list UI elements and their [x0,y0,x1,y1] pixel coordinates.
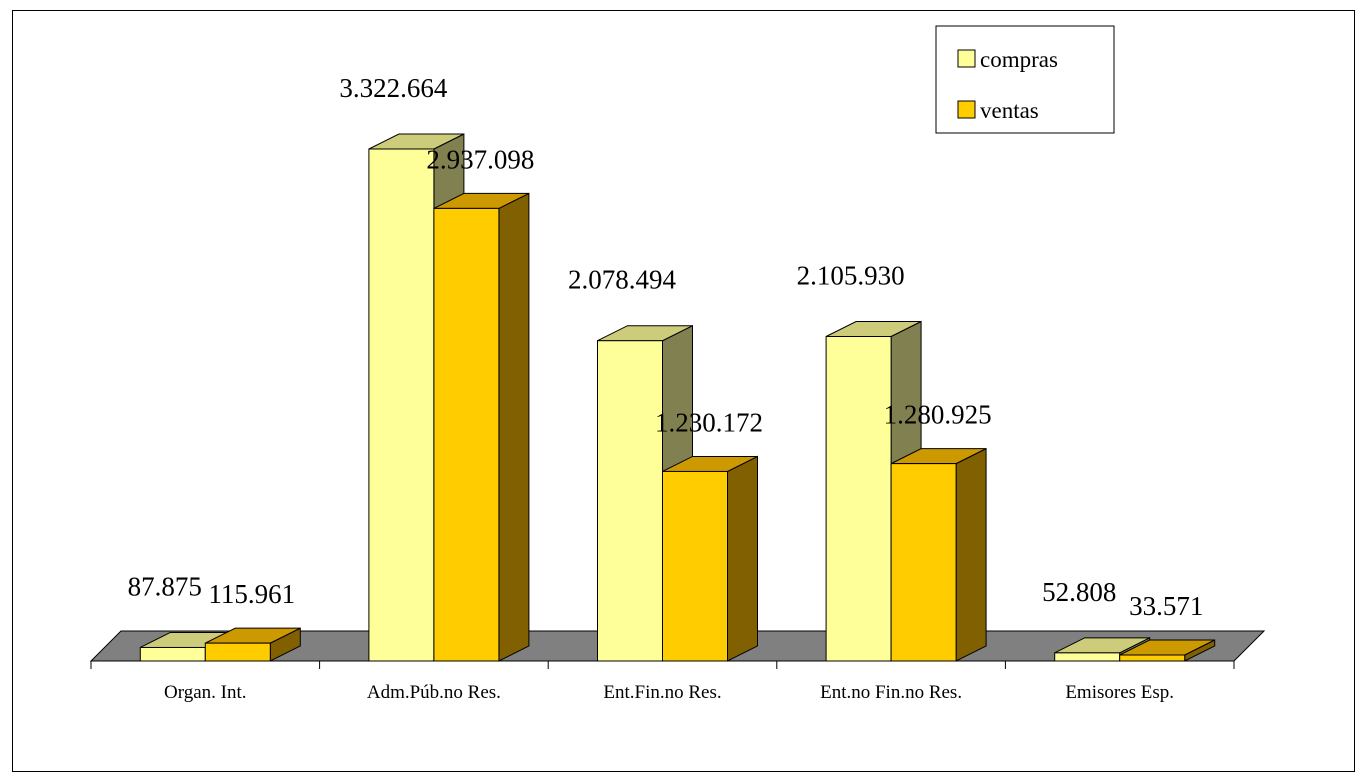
value-label-ventas-organ-int: 115.961 [208,579,295,609]
value-label-ventas-ent-no-fin-no-res: 1.280.925 [884,400,992,430]
value-label-compras-adm-p-b-no-res: 3.322.664 [339,73,448,103]
category-label-ent-no-fin-no-res: Ent.no Fin.no Res. [820,682,962,703]
bar-front [433,207,500,662]
data-labels-layer: 87.875 115.961 3.322.664 2.937.098 2.078.494… [128,73,1204,621]
value-label-compras-organ-int: 87.875 [128,571,202,601]
value-label-ventas-adm-p-b-no-res: 2.937.098 [426,144,534,174]
bar-front [139,646,206,662]
bar-side [955,447,987,662]
bar-chart: 87.875 115.961 3.322.664 2.937.098 2.078.494… [89,25,1266,703]
value-label-ventas-emisores-esp: 33.571 [1129,591,1203,621]
bar-side [727,455,758,662]
bar-ventas-organ-int [204,627,301,662]
value-label-compras-ent-fin-no-res: 2.078.494 [568,265,677,295]
category-label-emisores-esp: Emisores Esp. [1065,682,1174,703]
legend-label-compras: compras [980,47,1058,72]
bar-ventas-emisores-esp [1119,639,1216,662]
bar-side [498,192,530,662]
bar-front [204,642,271,662]
category-label-adm-p-b-no-res: Adm.Púb.no Res. [367,682,501,703]
bar-front [368,148,435,662]
bar-front [1119,654,1186,662]
legend-swatch-compras [957,49,976,68]
legend: compras ventas [935,25,1115,134]
bar-ventas-ent-no-fin-no-res [890,447,987,662]
bar-ventas-adm-p-b-no-res [433,192,530,662]
category-label-ent-fin-no-res: Ent.Fin.no Res. [603,682,721,703]
bar-front [890,463,957,662]
bar-front [597,340,663,662]
legend-label-ventas: ventas [980,98,1039,123]
chart-frame: 87.875 115.961 3.322.664 2.937.098 2.078.494… [12,10,1355,772]
legend-swatch-ventas [957,100,976,119]
category-label-organ-int: Organ. Int. [164,682,247,703]
bar-front [662,470,728,662]
value-label-compras-emisores-esp: 52.808 [1042,577,1116,607]
bar-front [825,335,892,662]
value-label-compras-ent-no-fin-no-res: 2.105.930 [797,260,905,290]
bar-front [1054,652,1121,662]
value-label-ventas-ent-fin-no-res: 1.230.172 [655,407,763,437]
x-axis: Organ. Int. Adm.Púb.no Res. Ent.Fin.no Res… [90,660,1235,703]
bars-layer [139,133,1216,662]
bar-ventas-ent-fin-no-res [662,455,758,662]
